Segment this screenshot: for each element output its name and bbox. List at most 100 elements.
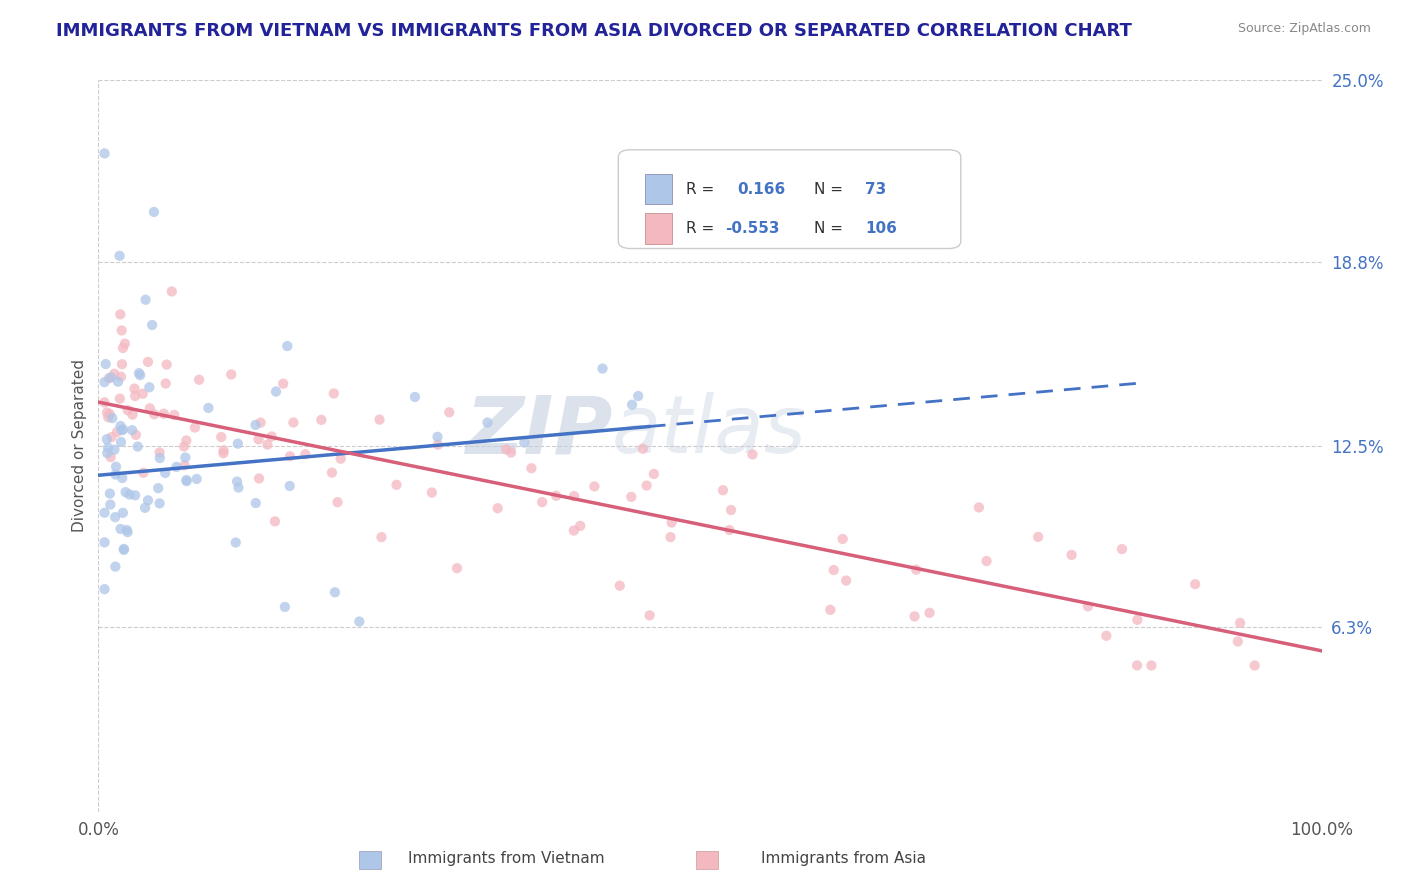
Point [132, 386, 155, 401]
Point [100, 370, 122, 384]
Point [176, 473, 198, 487]
Point [111, 357, 134, 371]
Point [127, 440, 149, 454]
Point [905, 563, 928, 577]
Point [209, 430, 232, 444]
Point [1243, 658, 1265, 673]
Point [139, 401, 162, 416]
Point [97, 441, 120, 455]
Point [659, 530, 682, 544]
Point [176, 474, 198, 488]
Point [294, 447, 316, 461]
Point [110, 419, 132, 434]
Point [486, 501, 509, 516]
Point [143, 407, 166, 421]
Point [278, 450, 301, 464]
Point [112, 542, 135, 557]
Text: R =: R = [686, 221, 718, 236]
Point [249, 416, 271, 430]
Point [132, 466, 155, 480]
Point [149, 445, 172, 459]
Point [96, 446, 118, 460]
Point [283, 416, 305, 430]
Point [329, 451, 352, 466]
Point [439, 405, 461, 419]
Point [322, 386, 344, 401]
Point [1126, 658, 1149, 673]
Point [531, 495, 554, 509]
Point [176, 434, 198, 448]
Point [967, 500, 990, 515]
Point [197, 401, 219, 415]
Point [110, 423, 132, 437]
Point [271, 376, 294, 391]
Point [112, 541, 135, 556]
Point [1226, 634, 1249, 648]
Point [1126, 613, 1149, 627]
Point [247, 471, 270, 485]
Point [711, 483, 734, 498]
Point [104, 559, 127, 574]
Point [426, 437, 449, 451]
Point [121, 408, 143, 422]
Point [1140, 658, 1163, 673]
Point [100, 450, 122, 464]
Point [100, 430, 122, 444]
Text: N =: N = [814, 221, 848, 236]
Point [110, 522, 132, 536]
Point [121, 423, 143, 437]
Point [124, 488, 146, 502]
Point [323, 585, 346, 599]
Point [93, 395, 115, 409]
Text: Immigrants from Asia: Immigrants from Asia [761, 851, 927, 865]
Point [638, 608, 661, 623]
Point [631, 442, 654, 456]
Point [228, 481, 250, 495]
Point [149, 496, 172, 510]
Point [153, 466, 176, 480]
Point [114, 485, 136, 500]
Point [326, 495, 349, 509]
FancyBboxPatch shape [619, 150, 960, 249]
Point [98, 486, 121, 500]
Point [404, 390, 426, 404]
Point [276, 339, 298, 353]
Point [98, 407, 121, 421]
Point [569, 519, 592, 533]
Point [627, 389, 650, 403]
Point [129, 368, 152, 383]
Point [152, 407, 174, 421]
Point [592, 361, 614, 376]
Point [420, 485, 443, 500]
Point [184, 420, 207, 434]
Point [135, 293, 157, 307]
Point [718, 523, 741, 537]
Point [93, 506, 115, 520]
Point [643, 467, 665, 481]
Point [111, 323, 134, 337]
Point [226, 436, 249, 450]
Text: 73: 73 [865, 182, 887, 196]
Point [98, 498, 121, 512]
Point [1229, 615, 1251, 630]
Point [104, 467, 127, 482]
Point [163, 408, 186, 422]
Y-axis label: Divorced or Separated: Divorced or Separated [72, 359, 87, 533]
Text: 0.166: 0.166 [737, 182, 785, 196]
Point [583, 479, 606, 493]
Point [446, 561, 468, 575]
Point [96, 432, 118, 446]
Point [124, 389, 146, 403]
Point [278, 479, 301, 493]
Point [188, 373, 211, 387]
Point [741, 447, 763, 461]
Point [370, 530, 392, 544]
Point [128, 366, 150, 380]
Point [513, 435, 536, 450]
Point [97, 371, 120, 385]
Point [111, 471, 134, 485]
Point [219, 368, 242, 382]
Point [385, 478, 408, 492]
Point [903, 609, 925, 624]
Point [108, 249, 131, 263]
